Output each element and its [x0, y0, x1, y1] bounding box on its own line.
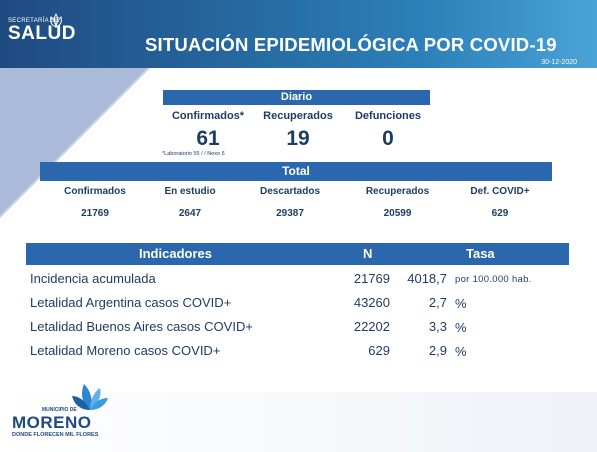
moreno-muni-label: MUNICIPIO DE	[42, 407, 77, 413]
total-recovered-label: Recuperados	[365, 186, 430, 197]
daily-deaths-label: Defunciones	[354, 110, 421, 122]
indicator-rate: 3,3	[428, 319, 447, 334]
indicator-unit: %	[455, 296, 467, 311]
daily-confirmed-label: Confirmados*	[171, 110, 245, 122]
indicator-label: Incidencia acumulada	[30, 271, 156, 286]
daily-bar: Diario	[163, 90, 430, 105]
moreno-flower-icon	[72, 384, 108, 410]
daily-note: *Laboratorio 55 / / Nexo 6	[162, 151, 225, 157]
indicator-rate: 4018,7	[407, 271, 447, 286]
indicator-n: 43260	[353, 295, 390, 310]
daily-deaths-value: 0	[382, 127, 394, 150]
total-bar: Total	[40, 162, 552, 181]
moreno-name-label: MORENO	[12, 413, 92, 432]
total-confirmed-value: 21769	[81, 208, 109, 219]
indicators-name-header: Indicadores	[139, 246, 212, 261]
total-recovered-value: 20599	[383, 208, 412, 219]
total-discarded-label: Descartados	[259, 186, 321, 197]
indicator-label: Letalidad Buenos Aires casos COVID+	[30, 319, 253, 334]
salud-logo: SECRETARÍA DE SALUD	[8, 18, 76, 45]
total-in-study-value: 2647	[178, 208, 202, 219]
total-covid-deaths-value: 629	[491, 208, 509, 219]
flower-icon	[50, 13, 62, 28]
indicator-label: Letalidad Argentina casos COVID+	[30, 295, 232, 310]
indicator-unit: por 100.000 hab.	[455, 274, 532, 285]
moreno-tagline: DONDE FLORECEN MIL FLORES	[12, 432, 99, 438]
indicators-n-header: N	[363, 246, 373, 261]
indicator-n: 22202	[353, 319, 390, 334]
indicator-n: 21769	[353, 271, 390, 286]
indicators-header: Indicadores N Tasa	[26, 243, 569, 265]
header-band	[0, 0, 597, 68]
indicator-n: 629	[368, 343, 390, 358]
indicator-label: Letalidad Moreno casos COVID+	[30, 343, 221, 358]
total-covid-deaths-label: Def. COVID+	[470, 186, 530, 197]
total-discarded-value: 29387	[276, 208, 304, 219]
page-title: SITUACIÓN EPIDEMIOLÓGICA POR COVID-19	[145, 34, 557, 55]
indicator-rate: 2,7	[428, 295, 447, 310]
total-confirmed-label: Confirmados	[64, 186, 126, 197]
background-triangle-dark	[0, 68, 150, 218]
brand-small-label: SECRETARÍA DE	[8, 18, 60, 24]
total-in-study-label: En estudio	[164, 186, 216, 197]
indicator-unit: %	[455, 320, 467, 335]
indicators-rate-header: Tasa	[466, 246, 495, 261]
daily-recovered-value: 19	[286, 127, 310, 150]
daily-confirmed-value: 61	[196, 127, 220, 150]
indicator-unit: %	[455, 344, 467, 359]
daily-recovered-label: Recuperados	[263, 110, 333, 122]
indicator-rate: 2,9	[428, 343, 447, 358]
report-date: 30-12-2020	[541, 59, 577, 66]
brand-label: SALUD	[8, 23, 76, 44]
